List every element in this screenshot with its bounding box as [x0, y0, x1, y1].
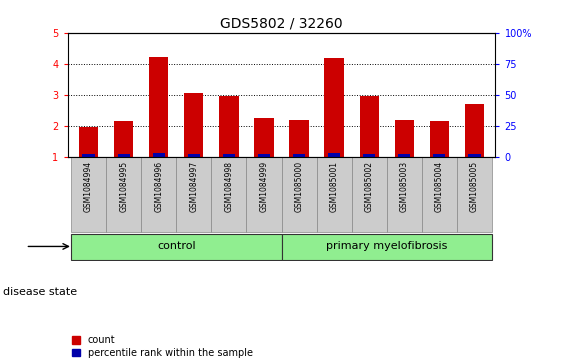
Text: primary myelofibrosis: primary myelofibrosis	[326, 241, 448, 252]
Bar	[324, 58, 344, 157]
Bar	[114, 121, 133, 157]
Bar	[289, 120, 309, 157]
Text: GSM1085000: GSM1085000	[294, 161, 303, 212]
Bar	[363, 154, 376, 157]
FancyBboxPatch shape	[387, 157, 422, 232]
Bar	[293, 154, 305, 157]
Text: GSM1085001: GSM1085001	[329, 161, 338, 212]
Bar	[430, 121, 449, 157]
Text: GSM1084998: GSM1084998	[225, 161, 234, 212]
FancyBboxPatch shape	[247, 157, 282, 232]
FancyBboxPatch shape	[282, 234, 492, 260]
Bar	[79, 127, 99, 157]
Text: GSM1084995: GSM1084995	[119, 161, 128, 212]
Bar	[118, 154, 130, 157]
Bar	[254, 118, 274, 157]
FancyBboxPatch shape	[141, 157, 176, 232]
FancyBboxPatch shape	[316, 157, 352, 232]
Bar	[219, 96, 239, 157]
FancyBboxPatch shape	[176, 157, 211, 232]
Bar	[433, 155, 445, 157]
Bar	[468, 155, 481, 157]
FancyBboxPatch shape	[282, 157, 316, 232]
FancyBboxPatch shape	[211, 157, 247, 232]
Bar	[258, 155, 270, 157]
Bar	[398, 155, 410, 157]
Bar	[395, 120, 414, 157]
FancyBboxPatch shape	[71, 234, 282, 260]
Text: GSM1084997: GSM1084997	[189, 161, 198, 212]
Text: disease state: disease state	[3, 287, 77, 297]
Bar	[153, 153, 165, 157]
Bar	[184, 93, 203, 157]
Bar	[223, 155, 235, 157]
Text: GSM1085002: GSM1085002	[365, 161, 374, 212]
Text: control: control	[157, 241, 195, 252]
Bar	[328, 153, 340, 157]
Text: GSM1085005: GSM1085005	[470, 161, 479, 212]
Bar	[149, 57, 168, 157]
Text: GSM1085004: GSM1085004	[435, 161, 444, 212]
FancyBboxPatch shape	[422, 157, 457, 232]
FancyBboxPatch shape	[457, 157, 492, 232]
Text: GSM1084996: GSM1084996	[154, 161, 163, 212]
FancyBboxPatch shape	[352, 157, 387, 232]
Text: GSM1085003: GSM1085003	[400, 161, 409, 212]
Legend: count, percentile rank within the sample: count, percentile rank within the sample	[73, 335, 253, 358]
Bar	[82, 155, 95, 157]
FancyBboxPatch shape	[71, 157, 106, 232]
Text: GSM1084999: GSM1084999	[260, 161, 269, 212]
Text: GSM1084994: GSM1084994	[84, 161, 93, 212]
Title: GDS5802 / 32260: GDS5802 / 32260	[220, 16, 343, 30]
Bar	[187, 154, 200, 157]
FancyBboxPatch shape	[106, 157, 141, 232]
Bar	[360, 96, 379, 157]
Bar	[464, 103, 484, 157]
